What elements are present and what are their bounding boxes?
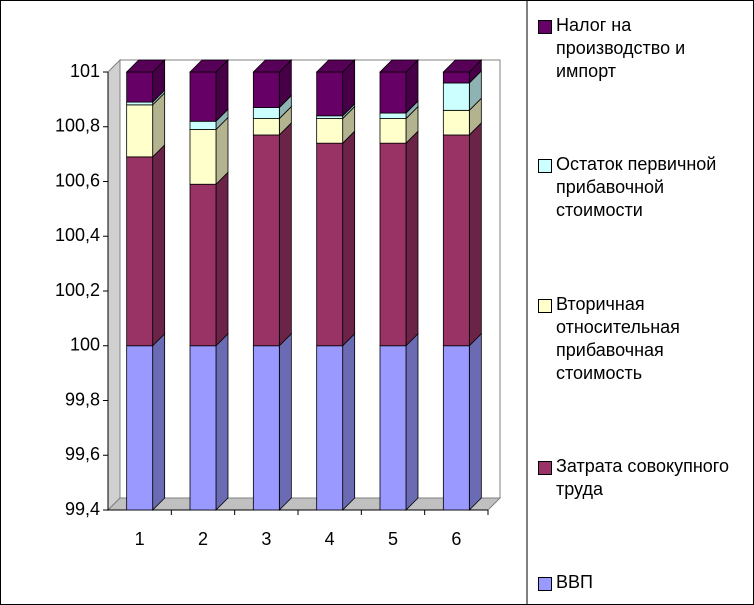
legend-label: Налог на производство и импорт — [556, 15, 686, 81]
legend-item: Затрата совокупного труда — [538, 455, 750, 501]
y-tick-label: 100,8 — [55, 116, 100, 136]
bar-side — [215, 332, 229, 511]
bar — [379, 71, 407, 114]
y-tick-label: 99,6 — [65, 444, 100, 464]
legend-swatch — [538, 460, 552, 475]
bar-top — [379, 59, 419, 73]
bar — [442, 134, 470, 347]
bar — [252, 118, 280, 136]
x-tick-label: 2 — [198, 529, 208, 549]
bar — [126, 345, 154, 511]
legend-label: Вторичная относительная прибавочная стои… — [556, 293, 680, 383]
y-tick-label: 101 — [70, 61, 100, 81]
bar-side — [152, 332, 166, 511]
bar — [442, 345, 470, 511]
bar-side — [468, 332, 482, 511]
legend-label: ВВП — [556, 572, 593, 592]
floor — [106, 497, 502, 511]
bar-side — [342, 130, 356, 347]
legend-label: Остаток первичной прибавочной стоимости — [556, 154, 717, 221]
bar — [126, 101, 154, 106]
x-tick-label: 6 — [451, 529, 461, 549]
legend-item: ВВП — [538, 571, 750, 594]
bar — [379, 112, 407, 119]
x-tick-label: 3 — [261, 529, 271, 549]
legend-item: Вторичная относительная прибавочная стои… — [538, 293, 750, 385]
legend-item: Налог на производство и импорт — [538, 14, 750, 83]
y-tick-label: 100,4 — [55, 225, 100, 245]
bar — [252, 107, 280, 119]
bar-top — [189, 59, 229, 73]
bar-top — [125, 59, 166, 73]
bar — [316, 142, 344, 347]
bar-side — [278, 332, 292, 511]
x-tick-label: 4 — [325, 529, 335, 549]
bar-side — [468, 121, 482, 347]
bar-side — [278, 121, 292, 347]
bar-side — [215, 171, 229, 347]
bar — [189, 71, 217, 122]
legend-label: Затрата совокупного труда — [556, 455, 729, 499]
bar-side — [342, 332, 356, 511]
bar — [379, 345, 407, 511]
y-tick-label: 100 — [70, 335, 100, 355]
bar-side — [405, 130, 419, 347]
bar — [379, 118, 407, 144]
y-tick-label: 100,6 — [55, 170, 100, 190]
legend: Налог на производство и импорт Остаток пе… — [538, 14, 750, 594]
legend-swatch — [538, 159, 552, 174]
bar — [442, 71, 470, 84]
x-tick-label: 5 — [388, 529, 398, 549]
y-tick-label: 100,2 — [55, 280, 100, 300]
bar-side — [152, 143, 166, 347]
bar-top — [442, 59, 483, 73]
y-tick-label: 99,8 — [65, 389, 100, 409]
x-tick-label: 1 — [135, 529, 145, 549]
legend-swatch — [538, 20, 552, 34]
bar — [316, 345, 344, 511]
side-wall — [107, 58, 121, 512]
bar — [126, 71, 154, 103]
bar-top — [252, 59, 293, 73]
y-tick-label: 99,4 — [65, 499, 100, 519]
legend-swatch — [538, 577, 552, 591]
bar — [126, 104, 154, 158]
bar — [189, 345, 217, 511]
bar — [442, 82, 470, 111]
bar — [252, 134, 280, 347]
bar-top — [315, 59, 356, 73]
bar — [316, 115, 344, 119]
bar — [252, 345, 280, 511]
bar — [189, 120, 217, 130]
bar — [189, 129, 217, 185]
legend-swatch — [538, 298, 552, 313]
bar-side — [405, 332, 419, 511]
bar — [126, 156, 154, 347]
bar — [379, 142, 407, 347]
legend-item: Остаток первичной прибавочной стоимости — [538, 153, 750, 222]
bar — [442, 109, 470, 136]
bar — [252, 71, 280, 108]
bar — [316, 71, 344, 117]
bar — [316, 118, 344, 144]
bar — [189, 183, 217, 347]
